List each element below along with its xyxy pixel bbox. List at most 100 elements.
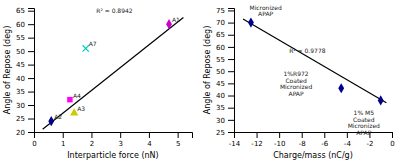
- tick-label: 50: [16, 48, 25, 56]
- tick-mark: [120, 132, 121, 138]
- tick-label: 0: [390, 140, 394, 148]
- tick-label: -10: [274, 140, 285, 148]
- plot-marks: [243, 17, 386, 105]
- tick-label: -8: [299, 140, 306, 148]
- tick-label: 55: [16, 34, 25, 42]
- chart-container: 01234520253035404550556065A2A4A3A7A1R² =…: [0, 0, 400, 162]
- tick-label: 60: [216, 44, 225, 52]
- annotation: MicronizedAPAP: [249, 4, 281, 18]
- trend-line: [43, 17, 184, 129]
- tick-label: 0: [32, 140, 36, 148]
- tick-label: 5: [176, 140, 180, 148]
- tick-mark: [28, 24, 34, 25]
- tick-label: 50: [216, 68, 225, 76]
- tick-label: 1: [61, 140, 65, 148]
- plot-texts: A2A4A3A7A1R² = 0.8942: [54, 7, 180, 120]
- tick-mark: [28, 65, 34, 66]
- tick: -10: [274, 132, 285, 148]
- annotation: 1% M5CoatedMicronizedAPAP: [348, 109, 380, 136]
- tick-mark: [228, 96, 234, 97]
- tick-mark: [28, 132, 34, 133]
- x-axis-title: Charge/mass (nC/g): [273, 151, 353, 160]
- tick-label: 20: [16, 129, 25, 137]
- tick-label: 25: [216, 129, 225, 137]
- tick: -12: [251, 132, 262, 148]
- tick-label: 30: [16, 102, 25, 110]
- tick-label: 4: [147, 140, 152, 148]
- tick: 35: [16, 88, 34, 96]
- scatter-point: [378, 95, 384, 105]
- tick-label: 30: [216, 117, 225, 125]
- tick-mark: [228, 23, 234, 24]
- tick-label: 35: [16, 88, 25, 96]
- point-label: A4: [73, 92, 81, 99]
- chart-figure: 01234520253035404550556065A2A4A3A7A1R² =…: [0, 0, 400, 162]
- scatter-point: [248, 17, 254, 27]
- tick-mark: [228, 71, 234, 72]
- tick-mark: [28, 38, 34, 39]
- tick-label: 35: [216, 104, 225, 112]
- plot-texts: MicronizedAPAP 1%R972CoatedMicronizedAPAP…: [249, 4, 380, 136]
- tick: 75: [216, 7, 234, 15]
- tick: 40: [216, 92, 234, 100]
- tick: -6: [321, 132, 329, 148]
- tick-label: 75: [216, 7, 225, 15]
- tick-mark: [228, 47, 234, 48]
- y-axis-title: Angle of Repose (deg): [3, 26, 12, 115]
- tick: 3: [118, 132, 122, 148]
- tick: 65: [16, 7, 34, 15]
- chart-panel: 01234520253035404550556065A2A4A3A7A1R² =…: [3, 7, 193, 160]
- axis-line: [35, 133, 193, 139]
- tick-mark: [63, 132, 64, 138]
- tick-mark: [28, 51, 34, 52]
- tick-mark: [347, 132, 348, 138]
- tick: 50: [16, 48, 34, 56]
- tick-label: -14: [229, 140, 241, 148]
- tick-mark: [178, 132, 179, 138]
- tick: 70: [216, 19, 234, 27]
- axis-line: [28, 9, 35, 133]
- tick: 4: [147, 132, 152, 148]
- tick-mark: [228, 132, 234, 133]
- tick-label: 70: [216, 19, 225, 27]
- tick-mark: [28, 105, 34, 106]
- annotation-line: APAP: [356, 129, 371, 136]
- tick: 30: [216, 117, 234, 125]
- tick-label: 3: [118, 140, 122, 148]
- plot-marks: [43, 17, 184, 129]
- tick-mark: [91, 132, 92, 138]
- tick: 55: [216, 56, 234, 64]
- annotation-line: APAP: [289, 90, 304, 97]
- tick: 30: [16, 102, 34, 110]
- trend-line: [243, 19, 386, 103]
- tick: 40: [16, 75, 34, 83]
- tick: -4: [344, 132, 352, 148]
- x-axis: 012345: [32, 132, 192, 148]
- tick-label: 25: [16, 115, 25, 123]
- point-label: A2: [54, 113, 62, 120]
- tick-label: 45: [16, 61, 25, 69]
- tick-label: 65: [16, 7, 25, 15]
- tick-mark: [228, 120, 234, 121]
- tick-label: -4: [344, 140, 352, 148]
- annotation: R² = 0.9778: [289, 47, 326, 54]
- tick: 50: [216, 68, 234, 76]
- annotation-line: APAP: [258, 10, 273, 17]
- y-axis: 20253035404550556065: [16, 7, 34, 136]
- tick-mark: [302, 132, 303, 138]
- tick-mark: [392, 132, 393, 138]
- tick: 5: [176, 132, 180, 148]
- tick-label: 55: [216, 56, 225, 64]
- tick-mark: [228, 108, 234, 109]
- tick: 0: [390, 132, 394, 148]
- tick: -14: [229, 132, 241, 148]
- annotation: 1%R972CoatedMicronizedAPAP: [280, 70, 312, 97]
- tick: 55: [16, 34, 34, 42]
- tick-label: 45: [216, 80, 225, 88]
- tick-mark: [228, 35, 234, 36]
- point-label: A1: [172, 16, 180, 23]
- tick: -8: [299, 132, 306, 148]
- tick-mark: [228, 59, 234, 60]
- y-axis-title: Angle of Repose (deg): [203, 26, 212, 115]
- tick: 60: [216, 44, 234, 52]
